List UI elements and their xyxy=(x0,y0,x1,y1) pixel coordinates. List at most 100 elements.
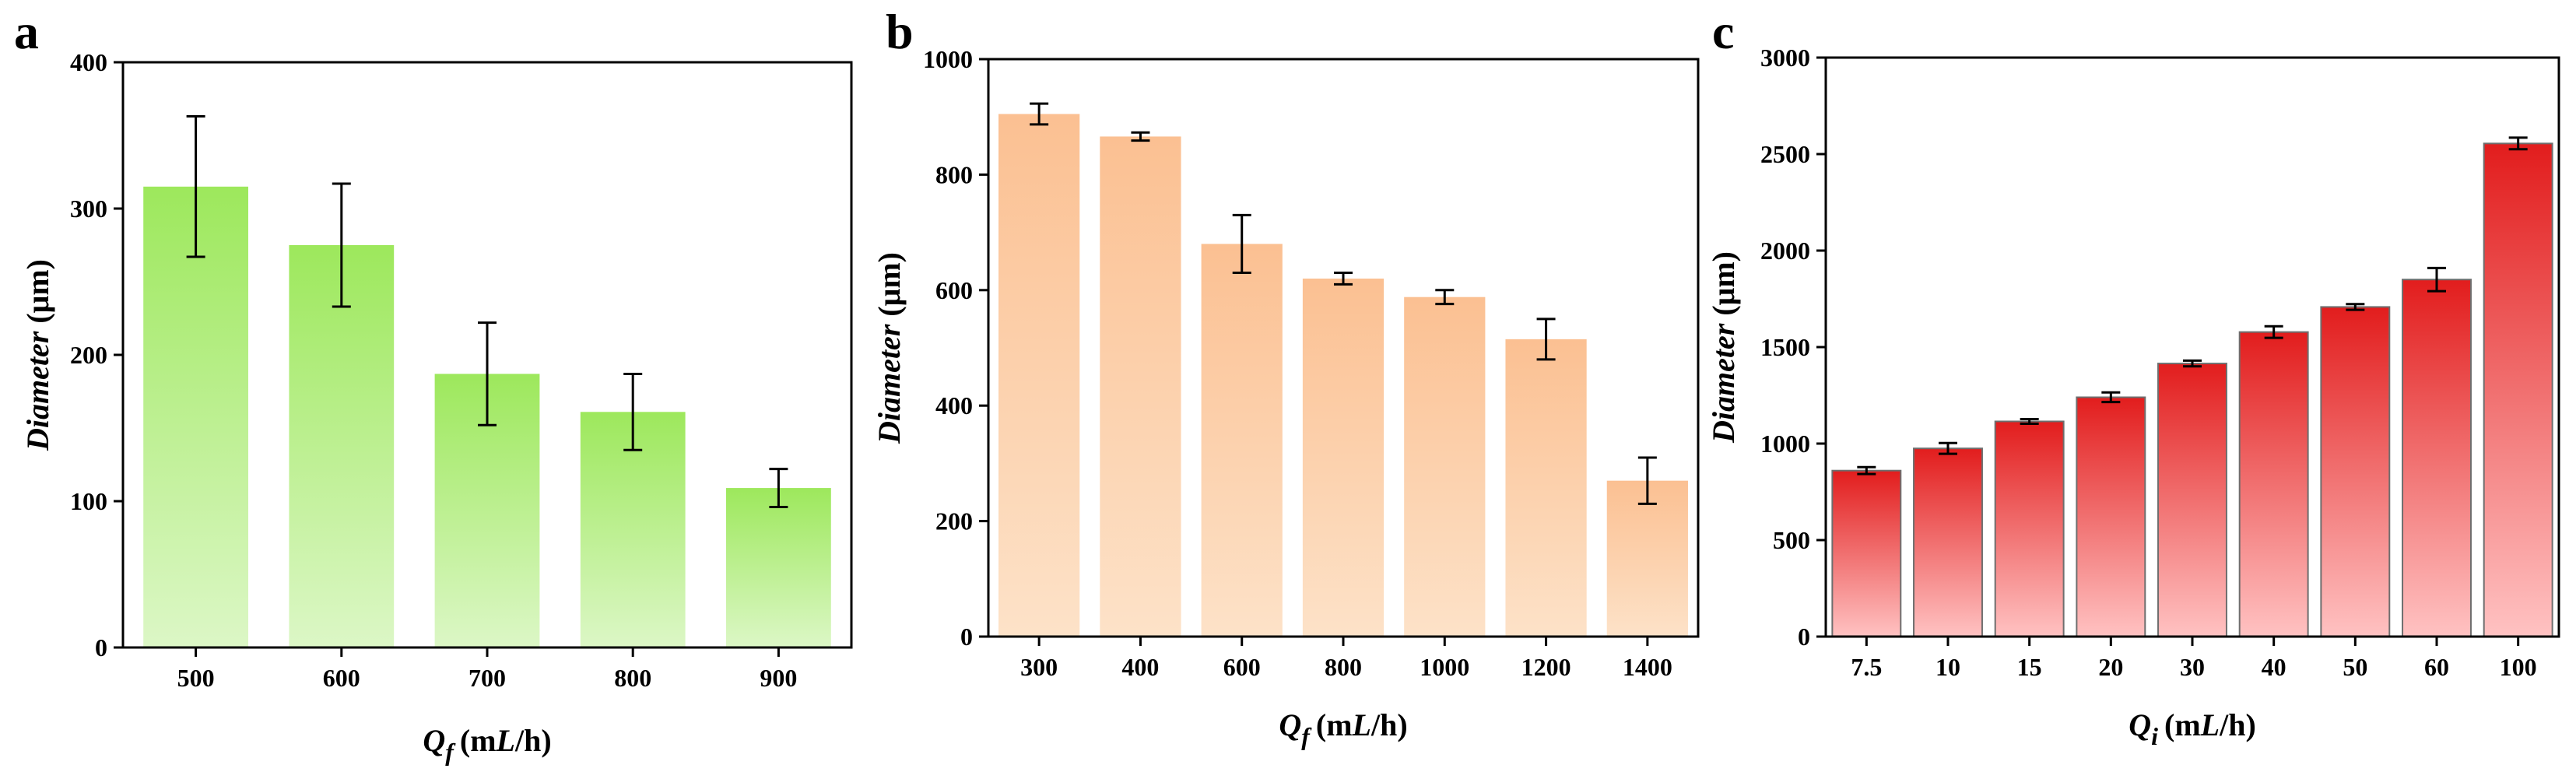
bars-b xyxy=(998,114,1688,637)
bar-a-600 xyxy=(289,245,395,647)
bar-a-900 xyxy=(726,488,831,647)
x-tick-label: 900 xyxy=(760,664,797,692)
bar-b-1400 xyxy=(1606,480,1688,637)
error-bar-c-100 xyxy=(2508,136,2528,151)
bar-a-500 xyxy=(143,186,248,648)
x-tick-label: 7.5 xyxy=(1851,653,1882,681)
bar-c-60 xyxy=(2402,279,2472,637)
x-axis-title-a: Qf (mL/h) xyxy=(423,723,551,766)
y-tick-label: 0 xyxy=(960,623,973,651)
error-bar-b-600 xyxy=(1232,213,1251,275)
chart-panel-a: a 0 100 200 300 400 500 600 700 800 900 Qf (mL/h)… xyxy=(14,4,853,766)
error-bars-c xyxy=(1857,136,2528,475)
y-tick-label: 200 xyxy=(935,507,973,535)
error-bar-a-900 xyxy=(769,468,788,509)
x-tick-label: 300 xyxy=(1020,653,1058,681)
y-tick-label: 200 xyxy=(70,341,107,369)
x-tick-label: 1000 xyxy=(1420,653,1469,681)
x-tick-label: 500 xyxy=(177,664,215,692)
error-bar-c-7.5 xyxy=(1857,465,1876,475)
x-tick-label: 10 xyxy=(1936,653,1960,681)
x-tick-label: 40 xyxy=(2262,653,2286,681)
x-axis-a: 500 600 700 800 900 xyxy=(177,647,797,692)
y-tick-label: 1500 xyxy=(1760,333,1810,361)
error-bar-c-15 xyxy=(2020,418,2039,425)
bar-c-100 xyxy=(2483,142,2553,638)
x-tick-label: 1200 xyxy=(1521,653,1571,681)
y-tick-label: 1000 xyxy=(1760,430,1810,458)
bar-c-30 xyxy=(2157,363,2227,637)
bar-c-7.5 xyxy=(1831,469,1902,637)
error-bar-b-400 xyxy=(1131,131,1150,142)
bar-b-800 xyxy=(1302,278,1385,637)
bars-c xyxy=(1831,142,2553,638)
y-tick-label: 300 xyxy=(70,195,107,223)
x-axis-c: 7.5 10 15 20 30 40 50 60 100 xyxy=(1851,637,2537,681)
x-tick-label: 800 xyxy=(1325,653,1362,681)
error-bar-c-60 xyxy=(2427,266,2446,293)
bar-c-20 xyxy=(2076,396,2146,637)
bar-b-400 xyxy=(1100,136,1181,637)
error-bar-c-50 xyxy=(2346,303,2365,311)
x-tick-label: 600 xyxy=(1223,653,1261,681)
y-tick-label: 800 xyxy=(935,160,973,188)
x-tick-label: 400 xyxy=(1121,653,1159,681)
bar-c-50 xyxy=(2320,306,2391,637)
error-bar-a-700 xyxy=(478,321,497,426)
y-tick-label: 0 xyxy=(1798,623,1810,651)
y-tick-label: 0 xyxy=(95,633,107,661)
error-bar-c-10 xyxy=(1939,441,1957,455)
bar-c-40 xyxy=(2238,331,2309,637)
y-tick-label: 400 xyxy=(70,48,107,76)
bar-b-1200 xyxy=(1505,339,1587,637)
x-tick-label: 700 xyxy=(469,664,506,692)
x-tick-label: 60 xyxy=(2424,653,2449,681)
error-bars-a xyxy=(186,115,788,509)
error-bar-c-30 xyxy=(2183,359,2202,368)
bars-a xyxy=(143,186,831,648)
y-axis-c: 0 500 1000 1500 2000 2500 3000 xyxy=(1760,44,1826,651)
x-axis-b: 300 400 600 800 1000 1200 1400 xyxy=(1020,637,1672,681)
x-axis-title-b: Qf (mL/h) xyxy=(1279,707,1407,750)
y-axis-title-c: Diameter(μm) xyxy=(1706,251,1741,444)
y-axis-a: 0 100 200 300 400 xyxy=(70,48,123,661)
bar-b-1000 xyxy=(1404,297,1486,637)
chart-panel-b: b 0 200 400 600 800 1000 300 400 600 800 1000 1200… xyxy=(872,4,1700,750)
bar-a-800 xyxy=(580,412,686,647)
error-bar-b-300 xyxy=(1030,102,1049,126)
y-tick-label: 3000 xyxy=(1760,44,1810,72)
panel-letter-a: a xyxy=(14,4,39,59)
x-tick-label: 1400 xyxy=(1623,653,1672,681)
error-bar-a-800 xyxy=(623,372,643,451)
y-axis-title-b: Diameter(μm) xyxy=(872,252,907,444)
error-bar-b-800 xyxy=(1334,272,1353,286)
x-tick-label: 600 xyxy=(323,664,360,692)
bar-b-600 xyxy=(1201,244,1283,637)
y-axis-b: 0 200 400 600 800 1000 xyxy=(923,45,988,651)
y-tick-label: 600 xyxy=(935,276,973,304)
error-bars-b xyxy=(1030,102,1657,505)
x-tick-label: 800 xyxy=(614,664,651,692)
y-tick-label: 400 xyxy=(935,391,973,419)
error-bar-c-20 xyxy=(2101,391,2121,404)
error-bar-b-1200 xyxy=(1536,318,1556,361)
error-bar-a-500 xyxy=(186,115,205,258)
x-tick-label: 50 xyxy=(2343,653,2367,681)
error-bar-c-40 xyxy=(2264,325,2283,339)
panel-letter-c: c xyxy=(1712,4,1734,59)
x-tick-label: 30 xyxy=(2180,653,2205,681)
error-bar-b-1000 xyxy=(1435,289,1455,306)
x-tick-label: 20 xyxy=(2098,653,2123,681)
y-tick-label: 500 xyxy=(1773,526,1810,554)
x-tick-label: 15 xyxy=(2017,653,2042,681)
bar-b-300 xyxy=(998,114,1080,637)
x-tick-label: 100 xyxy=(2500,653,2537,681)
panel-letter-b: b xyxy=(886,4,914,59)
bar-c-10 xyxy=(1913,447,1983,638)
y-axis-title-a: Diameter(μm) xyxy=(20,259,55,451)
y-tick-label: 2500 xyxy=(1760,140,1810,168)
error-bar-a-600 xyxy=(332,182,351,308)
chart-panel-c: c 0 500 1000 1500 2000 2500 3000 7.5 10 15 20 30 40… xyxy=(1706,4,2560,750)
y-tick-label: 100 xyxy=(70,487,107,515)
